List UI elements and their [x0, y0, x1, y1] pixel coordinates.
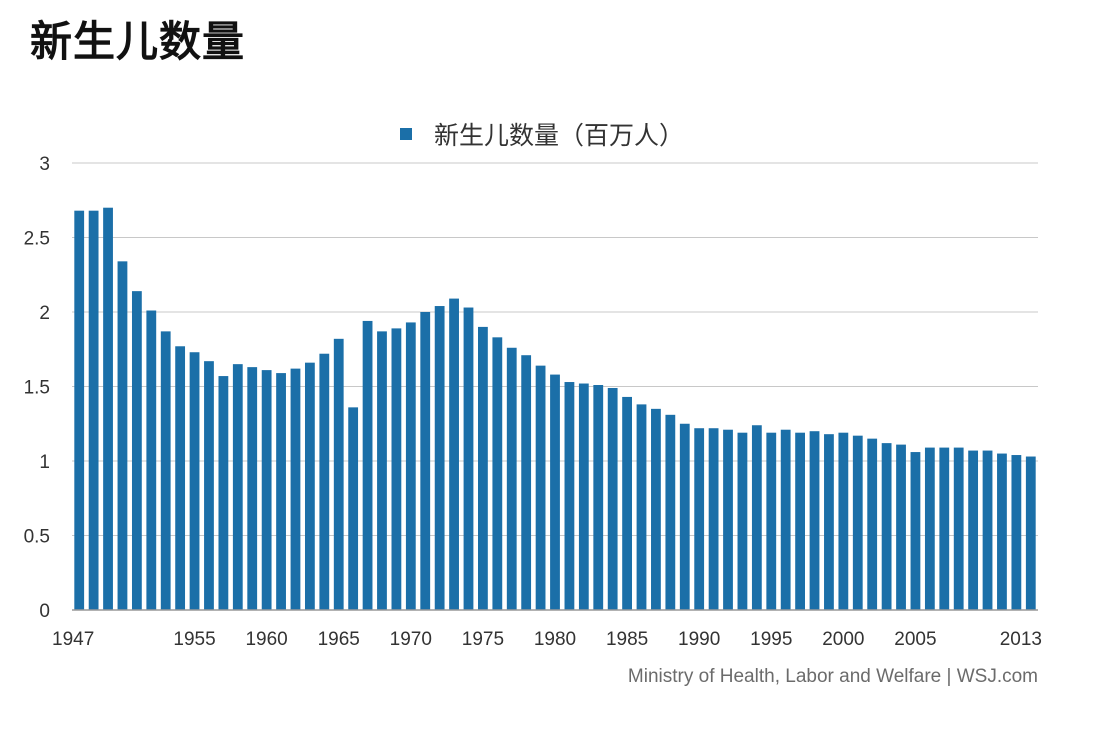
bar-1955 — [189, 352, 200, 610]
bar-1990 — [694, 428, 705, 610]
bar-1996 — [780, 429, 791, 610]
x-tick-label: 2000 — [822, 629, 864, 650]
bar-1991 — [708, 428, 719, 610]
bar-2002 — [867, 438, 878, 610]
page-title: 新生儿数量 — [30, 17, 246, 66]
bar-1964 — [319, 353, 330, 610]
bar-1980 — [550, 374, 560, 610]
bar-2008 — [953, 447, 964, 610]
bar-1957 — [218, 376, 229, 610]
bar-1972 — [434, 306, 445, 610]
bar-2007 — [939, 447, 950, 610]
bar-1993 — [737, 432, 748, 610]
bar-1987 — [651, 408, 661, 610]
bar-1981 — [564, 382, 575, 610]
bar-1988 — [665, 414, 676, 610]
bar-1966 — [348, 407, 359, 610]
bar-2012 — [1011, 455, 1022, 610]
bar-2005 — [910, 452, 921, 610]
bar-1982 — [578, 383, 589, 610]
chart-legend: 新生儿数量（百万人） — [400, 116, 684, 152]
bar-1951 — [131, 291, 142, 610]
bar-1995 — [766, 432, 777, 610]
bar-1979 — [535, 365, 546, 610]
bar-2009 — [968, 450, 979, 610]
bar-1965 — [333, 338, 344, 610]
bar-1983 — [593, 385, 604, 610]
x-tick-label: 1965 — [318, 629, 360, 650]
x-tick-label: 2013 — [1000, 629, 1042, 650]
bar-1969 — [391, 328, 402, 610]
y-tick-label: 3 — [39, 154, 50, 175]
bar-1974 — [463, 307, 474, 610]
bar-1960 — [261, 370, 272, 610]
bar-1970 — [405, 322, 416, 610]
bar-1978 — [521, 355, 532, 610]
y-tick-label: 2.5 — [24, 229, 50, 250]
bar-1958 — [232, 364, 243, 610]
bar-1999 — [824, 434, 834, 610]
bar-1952 — [146, 310, 157, 610]
y-tick-label: 0.5 — [24, 527, 50, 548]
bar-1985 — [622, 396, 632, 610]
bar-1984 — [607, 387, 618, 610]
bar-1992 — [723, 429, 733, 610]
bar-1976 — [492, 337, 503, 610]
y-tick-label: 0 — [39, 601, 50, 622]
bar-2003 — [881, 443, 892, 610]
x-tick-label: 1975 — [462, 629, 504, 650]
bar-1949 — [103, 207, 113, 610]
x-tick-label: 1955 — [173, 629, 215, 650]
bar-1962 — [290, 368, 301, 610]
bar-1994 — [751, 425, 762, 610]
y-axis-ticks: 0 0.5 1 1.5 2 2.5 3 — [24, 154, 50, 622]
x-tick-label: 1990 — [678, 629, 720, 650]
bar-1989 — [679, 423, 690, 610]
legend-swatch — [400, 128, 412, 140]
x-tick-label: 2005 — [894, 629, 936, 650]
x-tick-label: 1985 — [606, 629, 648, 650]
bar-1947 — [74, 210, 85, 610]
bar-1997 — [795, 432, 805, 610]
legend-label: 新生儿数量（百万人） — [434, 121, 685, 150]
bar-1948 — [88, 210, 99, 610]
bar-2010 — [982, 450, 993, 610]
bar-1953 — [160, 331, 171, 610]
bar-1973 — [449, 298, 459, 610]
bar-2001 — [852, 435, 863, 610]
bar-1959 — [247, 367, 258, 610]
bar-1961 — [276, 373, 286, 610]
bar-2004 — [896, 444, 906, 610]
bar-1977 — [506, 347, 517, 610]
bar-2011 — [997, 453, 1007, 610]
bar-1986 — [636, 404, 647, 610]
bar-1954 — [175, 346, 186, 610]
bar-1956 — [204, 361, 214, 610]
x-axis-ticks: 1947 1955 1960 1965 1970 1975 1980 1985 1990 1995… — [52, 629, 1042, 650]
x-tick-label: 1947 — [52, 629, 94, 650]
x-tick-label: 1960 — [245, 629, 287, 650]
bar-2000 — [838, 432, 849, 610]
bar-1967 — [362, 320, 373, 610]
bar-1971 — [420, 312, 431, 610]
bar-1968 — [377, 331, 387, 610]
x-tick-label: 1980 — [534, 629, 576, 650]
x-tick-label: 1995 — [750, 629, 792, 650]
bar-1998 — [809, 431, 820, 610]
x-tick-label: 1970 — [390, 629, 432, 650]
bar-2006 — [924, 447, 935, 610]
y-tick-label: 1 — [39, 452, 50, 473]
bar-1950 — [117, 261, 128, 610]
y-tick-label: 1.5 — [24, 378, 50, 399]
bar-1963 — [304, 362, 315, 610]
bar-2013 — [1025, 456, 1036, 610]
bars — [74, 207, 1036, 610]
bar-1975 — [478, 326, 488, 610]
y-tick-label: 2 — [39, 303, 50, 324]
source-note: Ministry of Health, Labor and Welfare | … — [627, 666, 1038, 687]
